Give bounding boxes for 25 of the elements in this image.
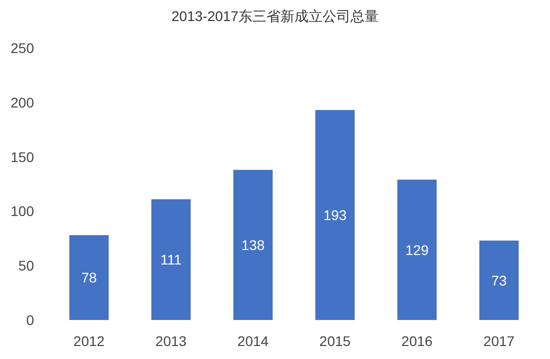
y-tick-label: 100 xyxy=(10,203,34,220)
bar xyxy=(479,240,519,320)
y-tick-label: 0 xyxy=(26,312,34,328)
data-label: 138 xyxy=(241,236,265,253)
x-tick-label: 2015 xyxy=(319,333,351,349)
data-label: 193 xyxy=(323,207,347,224)
data-label: 78 xyxy=(81,270,97,286)
y-tick-label: 50 xyxy=(18,258,34,274)
y-tick-label: 200 xyxy=(10,94,34,110)
x-tick-label: 2016 xyxy=(401,333,433,349)
bar xyxy=(315,110,355,320)
x-tick-label: 2017 xyxy=(483,333,515,349)
data-label: 129 xyxy=(405,242,429,258)
bar xyxy=(397,180,437,320)
y-tick-label: 250 xyxy=(10,40,34,56)
bar xyxy=(233,170,273,320)
x-tick-label: 2014 xyxy=(237,333,269,349)
data-label: 111 xyxy=(160,252,182,268)
x-tick-label: 2013 xyxy=(155,333,187,349)
data-label: 73 xyxy=(491,272,507,288)
y-tick-label: 150 xyxy=(10,148,34,165)
chart-title: 2013-2017东三省新成立公司总量 xyxy=(172,8,378,24)
bar xyxy=(151,199,191,320)
x-tick-label: 2012 xyxy=(73,333,105,349)
bar xyxy=(69,235,109,320)
